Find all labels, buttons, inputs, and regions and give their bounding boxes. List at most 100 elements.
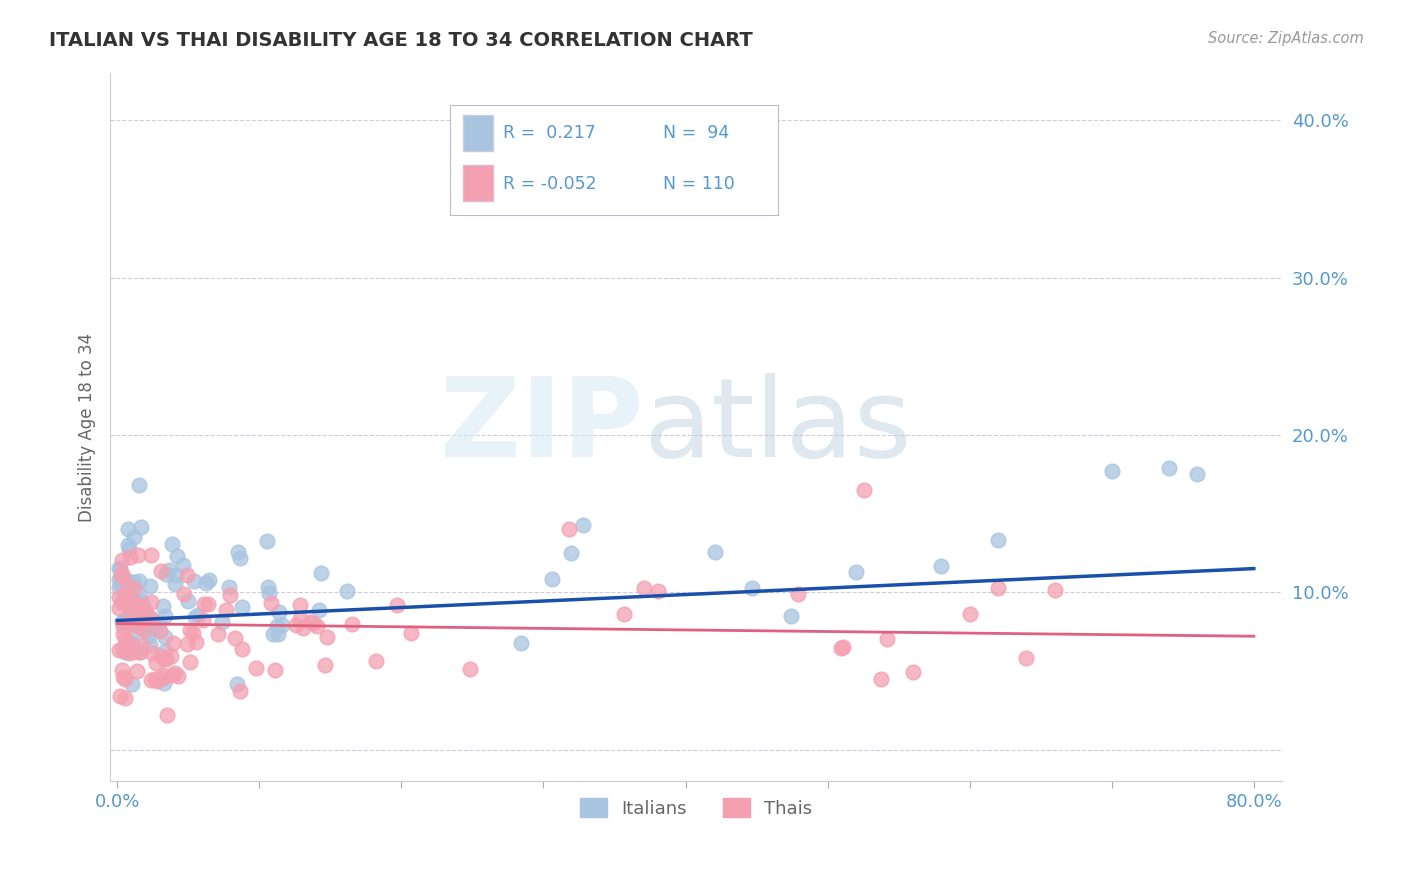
Point [288,611,311,625]
Point [129,615,152,629]
Point [145,656,167,670]
Point [114,672,136,686]
Point [112,620,135,634]
Point [127,619,149,633]
Point [128,478,150,492]
Point [256,533,278,548]
Point [166,669,188,683]
Point [114,632,136,646]
Point [633,582,655,596]
Point [138,629,160,643]
Point [215,603,238,617]
Point [218,588,240,602]
Point [129,645,152,659]
Point [288,598,311,612]
Point [110,594,132,608]
Point [852,483,875,497]
Point [193,597,215,611]
Point [131,595,153,609]
Point [117,636,139,650]
Point [245,661,267,675]
Point [987,581,1010,595]
Point [118,600,141,615]
Point [786,587,808,601]
Point [107,591,129,605]
Point [155,566,177,581]
Point [195,576,218,591]
Point [193,613,215,627]
Point [111,567,134,582]
Point [114,644,136,658]
Point [876,632,898,647]
Point [121,676,143,690]
Text: Source: ZipAtlas.com: Source: ZipAtlas.com [1208,31,1364,46]
Point [267,626,290,640]
Point [869,672,891,686]
Point [226,545,249,559]
Point [231,642,253,657]
Point [127,664,149,678]
Point [135,610,157,624]
Point [141,622,163,636]
Point [124,611,146,625]
Point [148,615,170,630]
Point [298,615,321,629]
Point [901,665,924,680]
Legend: Italians, Thais: Italians, Thais [572,791,820,825]
Point [183,610,205,624]
Point [136,623,159,637]
Point [111,663,134,677]
Y-axis label: Disability Age 18 to 34: Disability Age 18 to 34 [79,333,96,522]
Point [218,580,240,594]
Point [118,541,141,556]
Point [162,668,184,682]
Point [831,640,853,654]
Point [128,598,150,612]
Point [226,677,249,691]
Point [152,675,174,690]
Point [132,599,155,614]
Point [540,572,562,586]
Point [122,624,145,639]
Point [314,657,336,672]
Point [308,603,330,617]
Point [1101,464,1123,478]
Point [117,616,139,631]
Point [959,607,981,622]
Point [266,619,288,633]
Point [301,616,323,631]
Point [176,637,198,651]
Point [111,553,134,567]
Point [129,645,152,659]
Point [143,618,166,632]
Point [197,597,219,611]
Point [111,596,134,610]
Point [166,568,188,582]
Point [132,623,155,637]
Text: ITALIAN VS THAI DISABILITY AGE 18 TO 34 CORRELATION CHART: ITALIAN VS THAI DISABILITY AGE 18 TO 34 … [49,31,754,50]
Point [114,691,136,706]
Point [114,588,136,602]
Point [107,643,129,657]
Point [146,674,169,689]
Point [131,639,153,653]
Point [122,645,145,659]
Point [183,574,205,588]
Point [162,537,184,551]
Point [110,568,132,582]
Point [177,593,200,607]
Point [115,642,138,657]
Point [110,576,132,591]
Point [108,689,131,703]
Point [229,550,252,565]
Point [257,580,280,594]
Point [149,564,172,578]
Point [228,683,250,698]
Point [139,595,162,609]
Point [270,618,292,632]
Point [572,518,595,533]
Point [152,652,174,666]
Point [141,646,163,660]
Point [176,568,198,582]
Point [929,558,952,573]
